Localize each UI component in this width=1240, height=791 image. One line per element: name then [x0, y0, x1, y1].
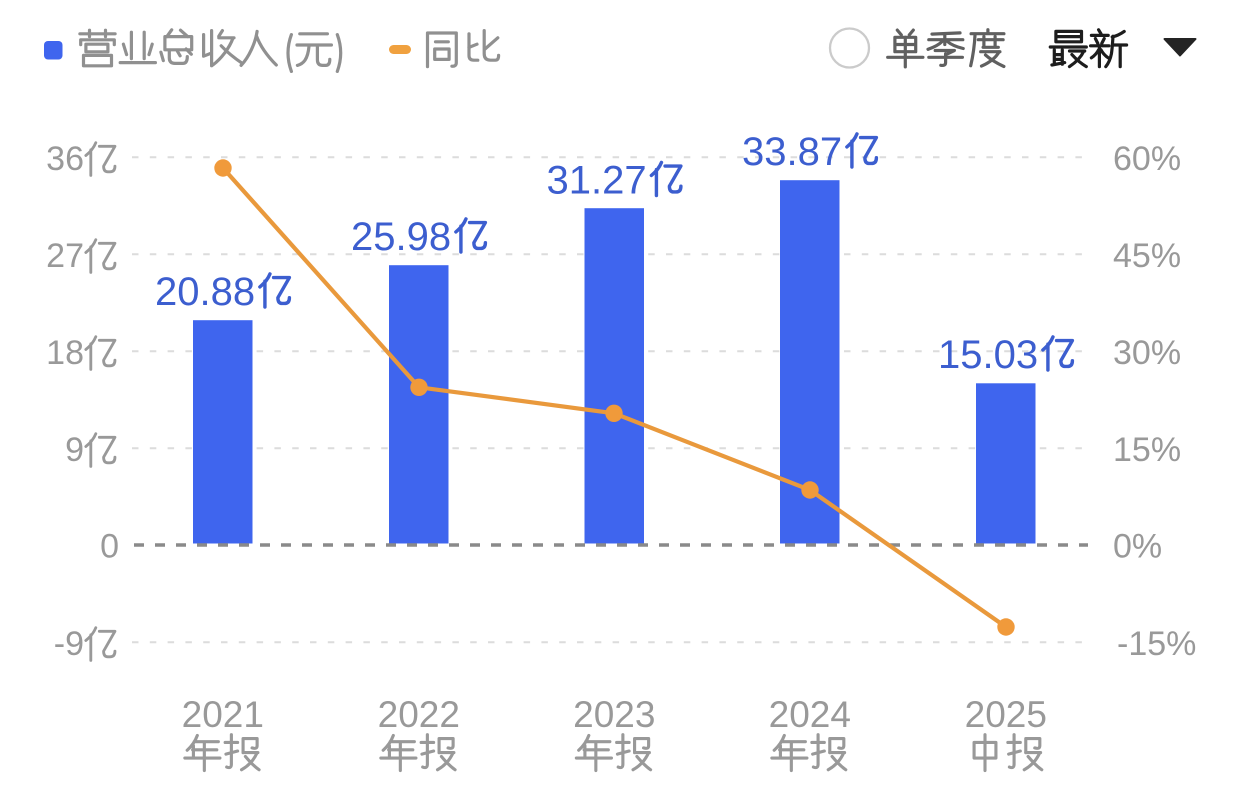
svg-text:27: 27: [46, 237, 84, 275]
svg-text:15%: 15%: [1113, 431, 1181, 469]
svg-text:2022: 2022: [378, 694, 460, 735]
svg-text:30%: 30%: [1113, 334, 1181, 372]
svg-text:-15%: -15%: [1117, 625, 1196, 663]
svg-text:60%: 60%: [1113, 140, 1181, 178]
svg-text:2021: 2021: [182, 694, 264, 735]
svg-text:9: 9: [65, 431, 84, 469]
svg-text:0: 0: [100, 528, 119, 566]
svg-text:25.98: 25.98: [351, 215, 451, 259]
svg-text:-9: -9: [54, 625, 84, 663]
svg-text:36: 36: [46, 140, 84, 178]
svg-text:15.03: 15.03: [938, 333, 1038, 377]
svg-text:2024: 2024: [769, 694, 851, 735]
svg-text:0%: 0%: [1113, 528, 1162, 566]
svg-text:33.87: 33.87: [742, 130, 842, 174]
svg-text:18: 18: [46, 334, 84, 372]
svg-text:20.88: 20.88: [155, 270, 255, 314]
svg-text:31.27: 31.27: [547, 159, 647, 203]
svg-text:2025: 2025: [965, 694, 1047, 735]
svg-text:45%: 45%: [1113, 237, 1181, 275]
svg-text:2023: 2023: [573, 694, 655, 735]
